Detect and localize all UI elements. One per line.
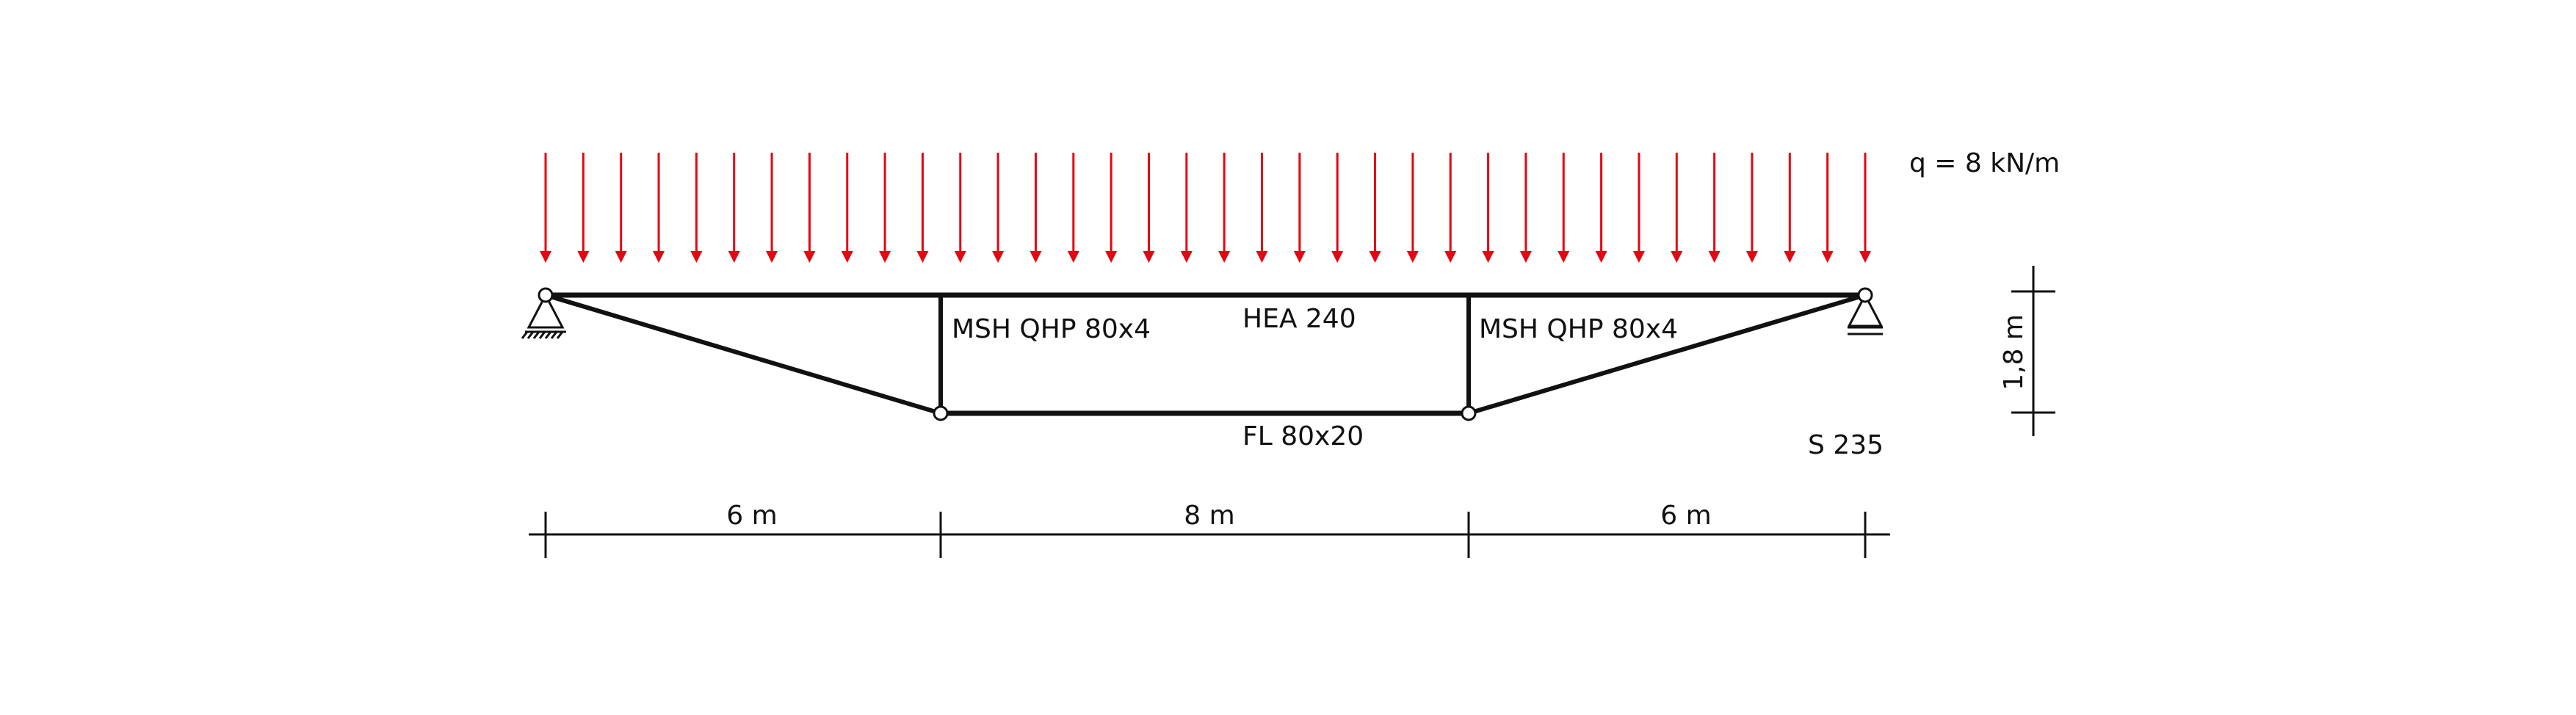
left-diagonal (543, 293, 943, 415)
load-arrow (1444, 153, 1457, 263)
load-arrow (954, 153, 966, 263)
left-post-label: MSH QHP 80x4 (952, 314, 1151, 344)
load-arrow (1030, 153, 1042, 263)
load-arrow (1369, 153, 1381, 263)
load-arrow (1482, 153, 1494, 263)
material-label: S 235 (1808, 430, 1884, 460)
load-arrow (653, 153, 665, 263)
load-label: q = 8 kN/m (1909, 148, 2060, 178)
load-arrow (1557, 153, 1570, 263)
load-arrow (879, 153, 891, 263)
load-arrow (841, 153, 853, 263)
joint-bottom-right (1461, 405, 1477, 421)
load-arrow (690, 153, 703, 263)
right-roller-support (1847, 292, 1884, 335)
load-arrow (1595, 153, 1607, 263)
load-arrow (1859, 153, 1871, 263)
load-arrow (1256, 153, 1268, 263)
load-arrow (992, 153, 1005, 263)
load-arrow (1180, 153, 1193, 263)
load-arrow (728, 153, 740, 263)
truss-structure (543, 292, 1868, 416)
load-arrow (1632, 153, 1645, 263)
load-arrow (540, 153, 551, 263)
load-arrow (1293, 153, 1306, 263)
span-label-left: 6 m (726, 501, 777, 531)
load-arrow (1821, 153, 1834, 263)
load-arrow (916, 153, 929, 263)
load-arrow (1218, 153, 1231, 263)
bottom-chord-label: FL 80x20 (1242, 421, 1364, 451)
joint-right-support (1857, 287, 1873, 303)
left-pinned-support (521, 292, 566, 339)
load-arrow (1745, 153, 1758, 263)
load-arrow (1143, 153, 1155, 263)
load-arrow (1671, 153, 1683, 263)
load-arrow (615, 153, 627, 263)
load-arrow (1784, 153, 1796, 263)
load-arrow (577, 153, 590, 263)
height-dimension (2011, 266, 2055, 436)
joint-bottom-left (933, 405, 949, 421)
load-arrow (766, 153, 778, 263)
joint-left-support (538, 287, 554, 303)
load-arrow (1406, 153, 1419, 263)
height-dimension-label: 1,8 m (1999, 314, 2029, 391)
right-post-label: MSH QHP 80x4 (1479, 314, 1678, 344)
load-arrow (803, 153, 816, 263)
top-chord-label: HEA 240 (1242, 304, 1356, 334)
load-arrow (1708, 153, 1721, 263)
load-arrow (1331, 153, 1344, 263)
span-label-middle: 8 m (1184, 501, 1234, 531)
right-diagonal (1466, 293, 1867, 415)
truss-joints (538, 287, 1873, 421)
load-arrow (1519, 153, 1532, 263)
distributed-load-arrows (540, 153, 1871, 263)
load-arrow (1105, 153, 1118, 263)
load-arrow (1067, 153, 1079, 263)
span-label-right: 6 m (1660, 501, 1711, 531)
span-dimension-line (529, 512, 1890, 558)
